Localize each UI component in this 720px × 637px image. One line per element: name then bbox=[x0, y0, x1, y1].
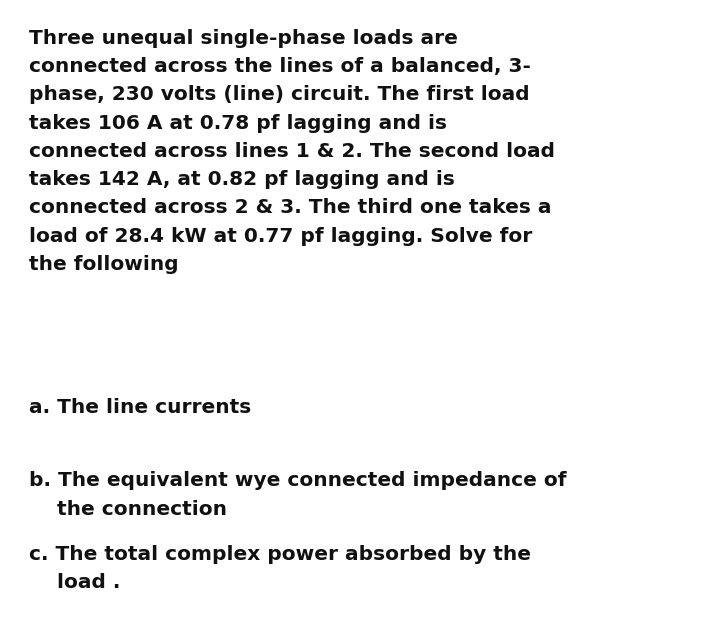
Text: Three unequal single-phase loads are
connected across the lines of a balanced, 3: Three unequal single-phase loads are con… bbox=[29, 29, 555, 274]
Text: b. The equivalent wye connected impedance of
    the connection: b. The equivalent wye connected impedanc… bbox=[29, 471, 567, 519]
Text: a. The line currents: a. The line currents bbox=[29, 398, 251, 417]
Text: c. The total complex power absorbed by the
    load .: c. The total complex power absorbed by t… bbox=[29, 545, 531, 592]
